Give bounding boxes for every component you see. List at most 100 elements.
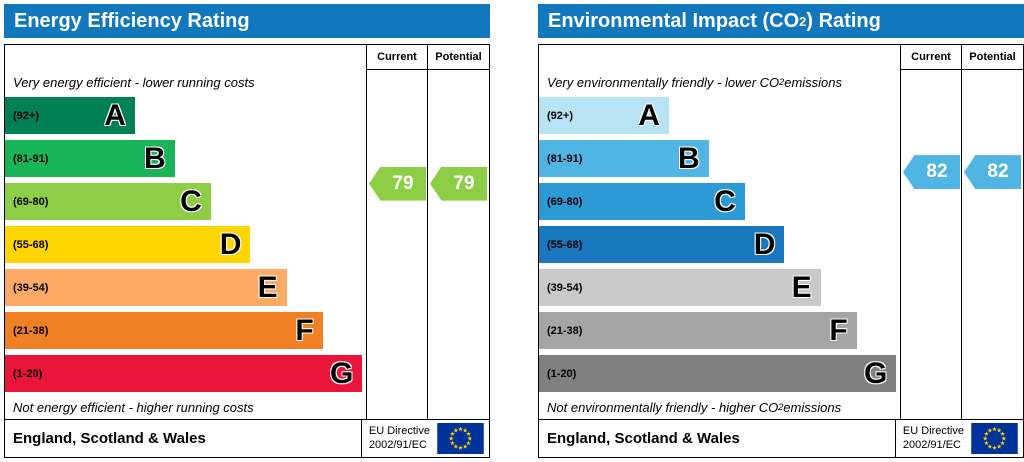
band-d: (55-68) D <box>539 226 785 263</box>
top-note: Very energy efficient - lower running co… <box>5 70 366 94</box>
band-row: (92+) A <box>5 94 366 137</box>
band-e: (39-54) E <box>5 269 287 306</box>
current-column: Current 82 <box>901 45 962 419</box>
top-note-text: Very environmentally friendly - lower CO <box>547 74 780 90</box>
band-range: (92+) <box>13 109 39 122</box>
potential-rating-value: 82 <box>987 161 1009 183</box>
band-row: (39-54) E <box>5 266 366 309</box>
band-letter: G <box>864 356 888 390</box>
band-row: (81-91) B <box>539 137 900 180</box>
potential-column: Potential 79 <box>428 45 489 419</box>
band-letter: C <box>180 184 202 218</box>
current-column-header: Current <box>901 45 961 70</box>
band-c: (69-80) C <box>5 183 211 220</box>
band-letter: F <box>829 313 848 347</box>
eu-directive-line1: EU Directive <box>368 424 430 437</box>
top-note-suffix: emissions <box>784 74 843 90</box>
band-range: (81-91) <box>547 152 583 165</box>
title-subscript: 2 <box>799 13 807 29</box>
band-e: (39-54) E <box>539 269 821 306</box>
eu-directive-line1: EU Directive <box>902 424 964 437</box>
band-row: (21-38) F <box>539 309 900 352</box>
band-letter: E <box>791 270 812 304</box>
band-a: (92+) A <box>539 97 669 134</box>
potential-column: Potential 82 <box>962 45 1023 419</box>
band-range: (1-20) <box>13 367 43 380</box>
potential-column-header: Potential <box>962 45 1023 70</box>
band-letter: B <box>143 141 166 175</box>
co2-rating-title: Environmental Impact (CO 2) Rating <box>538 4 1024 38</box>
title-text: Environmental Impact (CO <box>548 9 800 32</box>
band-row: (1-20) G <box>539 352 900 395</box>
title-text-suffix: ) Rating <box>806 9 881 32</box>
band-b: (81-91) B <box>539 140 709 177</box>
band-row: (69-80) C <box>5 180 366 223</box>
title-text: Energy Efficiency Rating <box>14 9 250 32</box>
table-footer: England, Scotland & Wales EU Directive 2… <box>5 419 489 457</box>
bottom-note: Not energy efficient - higher running co… <box>5 395 366 419</box>
bottom-note-text: Not energy efficient - higher running co… <box>13 399 254 415</box>
band-letter: F <box>295 313 314 347</box>
band-letter: A <box>104 98 126 132</box>
bottom-note-subscript: 2 <box>778 402 784 412</box>
eu-directive-label: EU Directive 2002/91/EC <box>903 425 964 453</box>
band-range: (55-68) <box>547 238 583 251</box>
top-note-subscript: 2 <box>779 77 785 87</box>
band-g: (1-20) G <box>539 355 897 392</box>
band-f: (21-38) F <box>539 312 857 349</box>
band-range: (69-80) <box>547 195 583 208</box>
band-letter: B <box>677 141 700 175</box>
band-letter: E <box>257 270 278 304</box>
band-row: (1-20) G <box>5 352 366 395</box>
band-letter: A <box>638 98 660 132</box>
band-range: (39-54) <box>547 281 583 294</box>
eu-directive-box: EU Directive 2002/91/EC <box>360 420 489 457</box>
band-a: (92+) A <box>5 97 135 134</box>
band-range: (21-38) <box>13 324 49 337</box>
region-label: England, Scotland & Wales <box>547 430 740 447</box>
bottom-note-text: Not environmentally friendly - higher CO <box>547 399 779 415</box>
band-row: (55-68) D <box>539 223 900 266</box>
band-ladder: (92+) A (81-91) B (69-80 <box>5 94 366 395</box>
band-g: (1-20) G <box>5 355 363 392</box>
band-row: (55-68) D <box>5 223 366 266</box>
band-range: (21-38) <box>547 324 583 337</box>
eu-flag-icon <box>971 423 1018 454</box>
current-rating-value: 82 <box>926 161 948 183</box>
band-range: (69-80) <box>13 195 49 208</box>
energy-rating-title: Energy Efficiency Rating <box>4 4 490 38</box>
band-letter: C <box>714 184 736 218</box>
co2-band-area: Very environmentally friendly - lower CO… <box>539 45 901 419</box>
eu-directive-line2: 2002/91/EC <box>902 438 961 451</box>
top-note-text: Very energy efficient - lower running co… <box>13 74 255 90</box>
region-label: England, Scotland & Wales <box>13 430 206 447</box>
co2-rating-panel: Environmental Impact (CO 2) Rating Very e… <box>538 4 1024 458</box>
band-letter: D <box>219 227 242 261</box>
energy-band-area: Very energy efficient - lower running co… <box>5 45 367 419</box>
potential-column-header: Potential <box>428 45 489 70</box>
band-ladder: (92+) A (81-91) B (69-80 <box>539 94 900 395</box>
table-footer: England, Scotland & Wales EU Directive 2… <box>539 419 1023 457</box>
eu-directive-box: EU Directive 2002/91/EC <box>894 420 1023 457</box>
band-range: (39-54) <box>13 281 49 294</box>
band-range: (81-91) <box>13 152 49 165</box>
potential-rating-arrow: 82 <box>964 155 1021 190</box>
top-note: Very environmentally friendly - lower CO… <box>539 70 900 94</box>
current-rating-arrow: 79 <box>369 166 426 201</box>
energy-rating-panel: Energy Efficiency Rating Very energy eff… <box>4 4 490 458</box>
band-range: (92+) <box>547 109 573 122</box>
potential-rating-arrow: 79 <box>430 166 487 201</box>
band-letter: G <box>330 356 354 390</box>
energy-rating-table: Very energy efficient - lower running co… <box>4 44 490 458</box>
band-d: (55-68) D <box>5 226 251 263</box>
eu-flag-icon <box>437 423 484 454</box>
band-row: (81-91) B <box>5 137 366 180</box>
current-rating-arrow: 82 <box>903 155 960 190</box>
band-b: (81-91) B <box>5 140 175 177</box>
band-row: (69-80) C <box>539 180 900 223</box>
band-row: (92+) A <box>539 94 900 137</box>
bottom-note: Not environmentally friendly - higher CO… <box>539 395 900 419</box>
eu-directive-label: EU Directive 2002/91/EC <box>369 425 430 453</box>
current-rating-value: 79 <box>392 172 414 194</box>
